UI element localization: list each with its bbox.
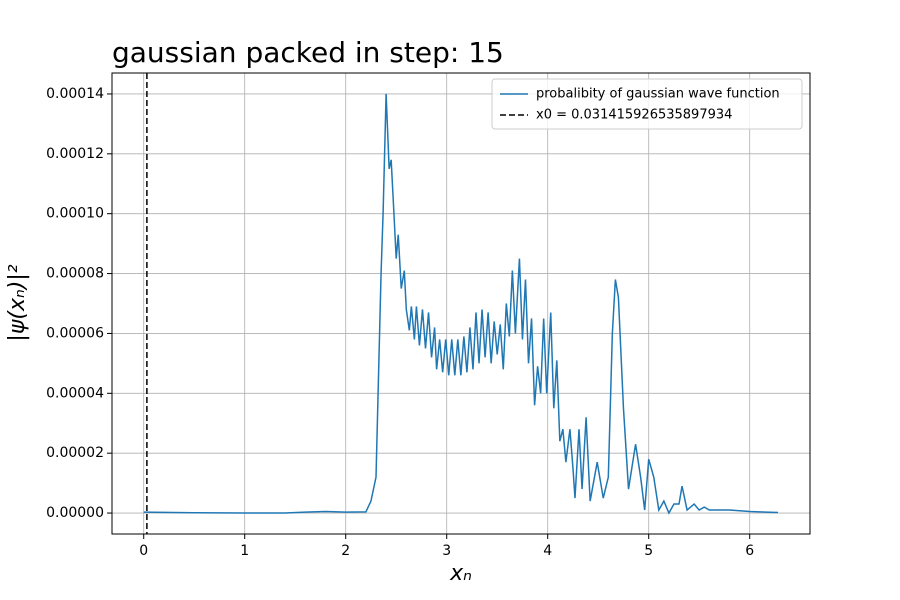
y-tick-label: 0.00002 [46,445,104,461]
x-tick-label: 0 [139,543,148,559]
y-axis-label: |ψ(xₙ)|² [5,264,30,341]
x-tick-label: 5 [644,543,653,559]
legend-label: probalibity of gaussian wave function [536,87,780,102]
x-tick-label: 2 [341,543,350,559]
y-tick-label: 0.00014 [46,86,104,102]
legend-box [491,78,803,130]
y-tick-label: 0.00006 [46,325,104,341]
data-line [143,93,779,515]
x-tick-label: 6 [745,543,754,559]
chart-title: gaussian packed in step: 15 [112,36,504,69]
x-tick-label: 1 [240,543,249,559]
x-tick-label: 3 [442,543,451,559]
y-tick-label: 0.00012 [46,146,104,162]
y-tick-label: 0.00010 [46,206,104,222]
y-tick-label: 0.00000 [46,505,104,521]
y-tick-label: 0.00008 [46,266,104,282]
plot-frame [111,72,811,535]
legend-label: x0 = 0.031415926535897934 [536,108,732,123]
x-tick-label: 4 [543,543,552,559]
x-axis-label: xₙ [449,561,472,586]
y-tick-label: 0.00004 [46,385,104,401]
